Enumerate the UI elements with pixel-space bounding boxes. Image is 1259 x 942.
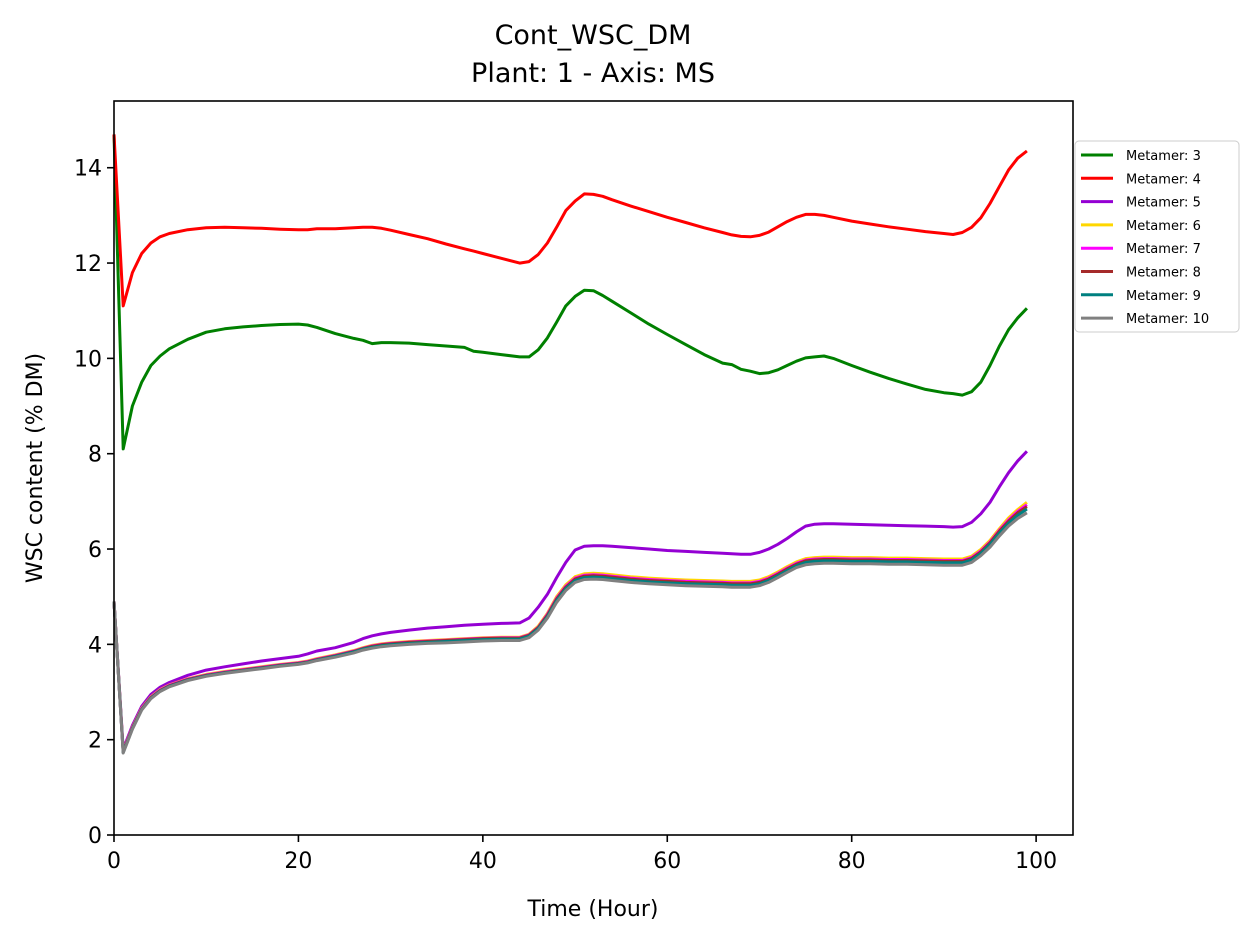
legend-frame <box>1074 140 1240 333</box>
x-tick-label: 100 <box>1015 849 1057 874</box>
x-tick-label: 60 <box>653 849 681 874</box>
plot-frame <box>113 100 1074 836</box>
legend: Metamer: 3 Metamer: 4 Metamer: 5 Metamer: 6… <box>1074 140 1240 333</box>
legend-label: Metamer: 5 <box>1126 196 1201 211</box>
y-tick-label: 14 <box>74 157 102 182</box>
legend-label: Metamer: 3 <box>1126 149 1201 164</box>
series-line-4 <box>112 134 1028 308</box>
series-line-3 <box>112 134 1028 451</box>
x-tick-label: 40 <box>469 849 497 874</box>
series-layer <box>112 134 1028 755</box>
legend-label: Metamer: 6 <box>1126 219 1201 234</box>
legend-label: Metamer: 4 <box>1126 172 1201 187</box>
y-tick-label: 10 <box>74 347 102 372</box>
y-tick-label: 0 <box>88 824 102 849</box>
y-tick-label: 6 <box>88 538 102 563</box>
series-line-5 <box>112 450 1028 751</box>
legend-label: Metamer: 8 <box>1126 266 1201 281</box>
chart-title: Cont_WSC_DM <box>495 20 692 51</box>
legend-label: Metamer: 7 <box>1126 242 1201 257</box>
legend-label: Metamer: 10 <box>1126 312 1209 327</box>
chart-subtitle: Plant: 1 - Axis: MS <box>471 58 715 89</box>
series-line-10 <box>112 511 1028 755</box>
y-tick-label: 12 <box>74 252 102 277</box>
x-axis-label: Time (Hour) <box>527 897 659 922</box>
x-tick-label: 80 <box>838 849 866 874</box>
y-axis-label: WSC content (% DM) <box>23 353 48 583</box>
axes-layer: 0 20 40 60 80 100 0 2 4 6 8 10 12 14 <box>74 157 1057 874</box>
legend-label: Metamer: 9 <box>1126 289 1201 304</box>
y-tick-label: 4 <box>88 633 102 658</box>
y-tick-label: 8 <box>88 443 102 468</box>
x-tick-label: 0 <box>107 849 121 874</box>
x-tick-label: 20 <box>284 849 312 874</box>
y-tick-label: 2 <box>88 729 102 754</box>
